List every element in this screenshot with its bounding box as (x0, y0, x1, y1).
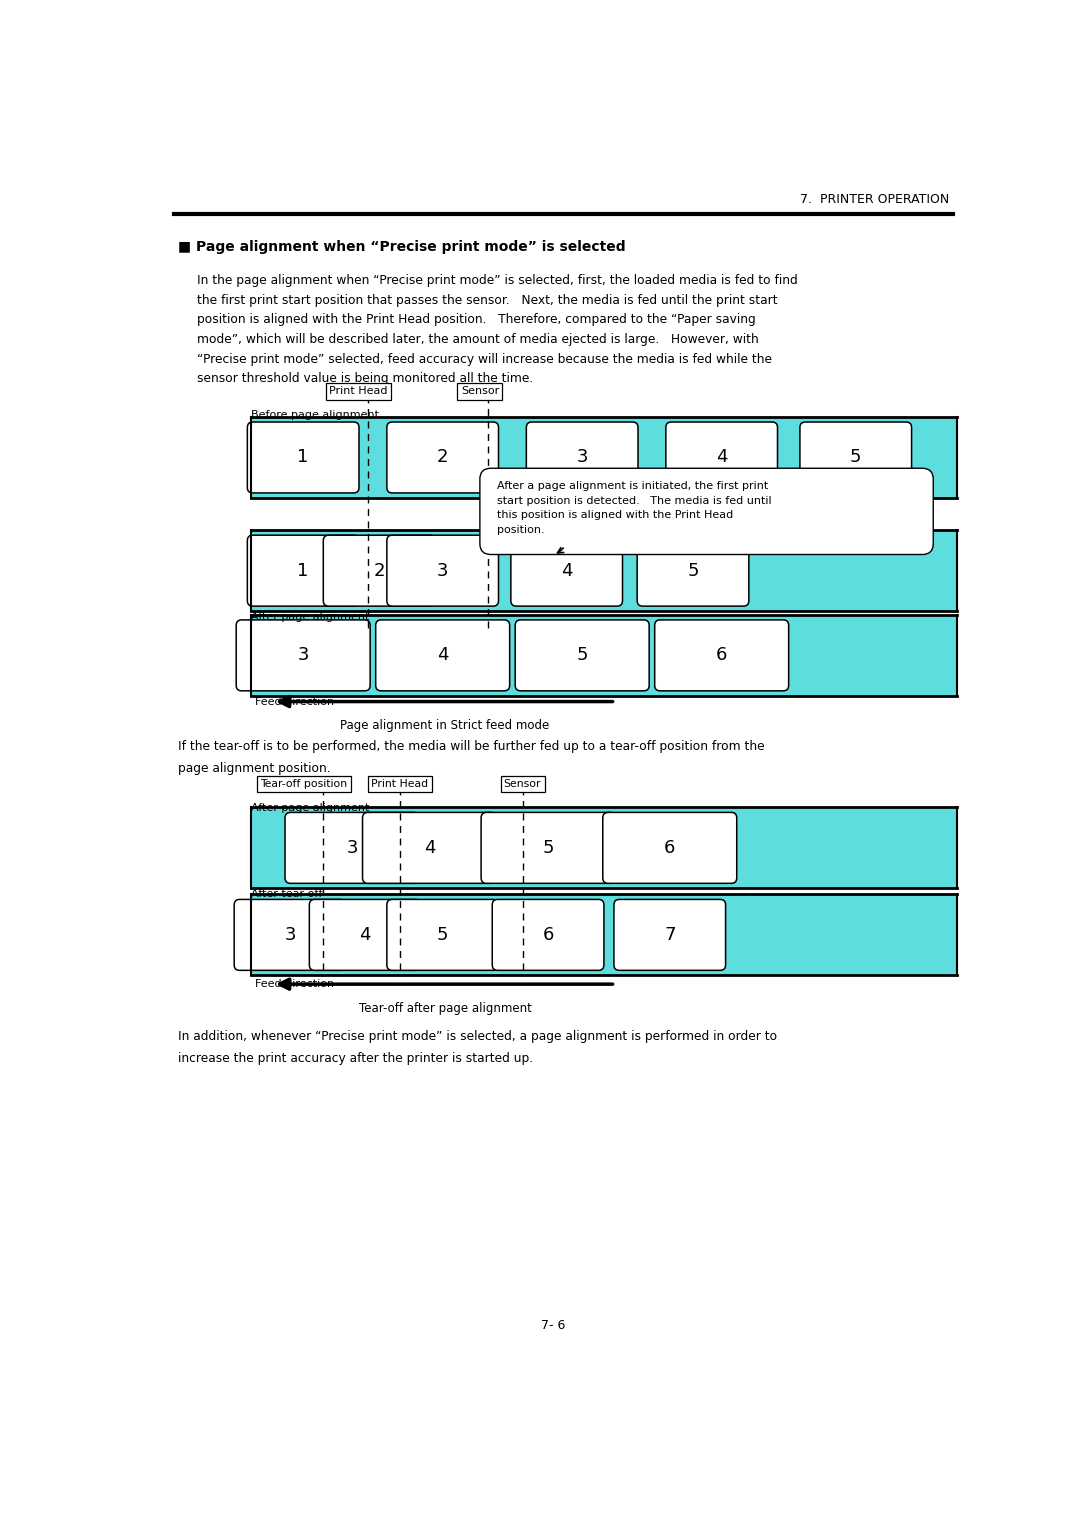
Text: 3: 3 (297, 646, 309, 665)
FancyBboxPatch shape (237, 620, 370, 691)
Text: Print Head: Print Head (329, 387, 388, 396)
Text: In the page alignment when “Precise print mode” is selected, first, the loaded m: In the page alignment when “Precise prin… (197, 274, 798, 287)
FancyBboxPatch shape (387, 422, 499, 494)
FancyBboxPatch shape (387, 900, 499, 970)
Bar (252, 807, 957, 888)
Text: 6: 6 (716, 646, 727, 665)
FancyBboxPatch shape (480, 468, 933, 555)
Text: After page alignment: After page alignment (252, 611, 369, 622)
Text: After page alignment: After page alignment (252, 802, 369, 813)
Text: 6: 6 (542, 926, 554, 944)
Text: 4: 4 (360, 926, 370, 944)
Text: position is aligned with the Print Head position.   Therefore, compared to the “: position is aligned with the Print Head … (197, 313, 756, 327)
Text: 4: 4 (423, 839, 435, 857)
FancyBboxPatch shape (613, 900, 726, 970)
Text: increase the print accuracy after the printer is started up.: increase the print accuracy after the pr… (177, 1051, 532, 1065)
Text: Before page alignment: Before page alignment (252, 410, 379, 420)
Bar (252, 530, 957, 611)
Text: 1: 1 (297, 562, 309, 579)
Text: Page alignment in Strict feed mode: Page alignment in Strict feed mode (340, 720, 550, 732)
FancyBboxPatch shape (481, 813, 615, 883)
FancyBboxPatch shape (637, 535, 748, 607)
FancyBboxPatch shape (387, 535, 499, 607)
Text: Print Head: Print Head (372, 779, 429, 788)
FancyBboxPatch shape (603, 813, 737, 883)
Bar (252, 614, 957, 695)
Text: After a page alignment is initiated, the first print
start position is detected.: After a page alignment is initiated, the… (497, 481, 771, 535)
Bar (252, 894, 957, 975)
Bar (252, 417, 957, 498)
Text: 3: 3 (284, 926, 296, 944)
Text: page alignment position.: page alignment position. (177, 761, 330, 775)
Text: 7- 6: 7- 6 (541, 1319, 566, 1332)
FancyBboxPatch shape (309, 900, 421, 970)
Text: Feed direction: Feed direction (255, 979, 334, 989)
Text: 3: 3 (577, 449, 588, 466)
Text: 2: 2 (437, 449, 448, 466)
Text: 7: 7 (664, 926, 675, 944)
FancyBboxPatch shape (492, 900, 604, 970)
Text: sensor threshold value is being monitored all the time.: sensor threshold value is being monitore… (197, 373, 534, 385)
Text: the first print start position that passes the sensor.   Next, the media is fed : the first print start position that pass… (197, 293, 778, 307)
Text: 7.  PRINTER OPERATION: 7. PRINTER OPERATION (799, 194, 948, 206)
Text: 1: 1 (297, 449, 309, 466)
Text: Feed direction: Feed direction (255, 697, 334, 706)
FancyBboxPatch shape (363, 813, 497, 883)
Text: In addition, whenever “Precise print mode” is selected, a page alignment is perf: In addition, whenever “Precise print mod… (177, 1030, 777, 1044)
Text: If the tear-off is to be performed, the media will be further fed up to a tear-o: If the tear-off is to be performed, the … (177, 740, 765, 753)
Text: 5: 5 (542, 839, 554, 857)
FancyBboxPatch shape (285, 813, 419, 883)
Text: mode”, which will be described later, the amount of media ejected is large.   Ho: mode”, which will be described later, th… (197, 333, 759, 347)
Text: 3: 3 (437, 562, 448, 579)
Text: Sensor: Sensor (503, 779, 541, 788)
Text: 4: 4 (437, 646, 448, 665)
FancyBboxPatch shape (376, 620, 510, 691)
FancyBboxPatch shape (666, 422, 778, 494)
FancyBboxPatch shape (247, 422, 359, 494)
FancyBboxPatch shape (247, 535, 359, 607)
FancyBboxPatch shape (654, 620, 788, 691)
Text: 5: 5 (577, 646, 588, 665)
FancyBboxPatch shape (234, 900, 346, 970)
FancyBboxPatch shape (526, 422, 638, 494)
Text: Tear-off after page alignment: Tear-off after page alignment (359, 1002, 531, 1015)
Text: 5: 5 (437, 926, 448, 944)
Text: “Precise print mode” selected, feed accuracy will increase because the media is : “Precise print mode” selected, feed accu… (197, 353, 772, 365)
Text: 6: 6 (664, 839, 675, 857)
Text: After tear-off: After tear-off (252, 889, 323, 898)
Text: 2: 2 (374, 562, 384, 579)
Text: 5: 5 (850, 449, 862, 466)
Text: 3: 3 (347, 839, 357, 857)
FancyBboxPatch shape (511, 535, 622, 607)
FancyBboxPatch shape (800, 422, 912, 494)
Text: 5: 5 (687, 562, 699, 579)
FancyBboxPatch shape (323, 535, 435, 607)
Text: 4: 4 (561, 562, 572, 579)
Text: ■ Page alignment when “Precise print mode” is selected: ■ Page alignment when “Precise print mod… (177, 240, 625, 254)
FancyBboxPatch shape (515, 620, 649, 691)
Text: 4: 4 (716, 449, 728, 466)
Text: Sensor: Sensor (461, 387, 499, 396)
Text: Tear-off position: Tear-off position (260, 779, 348, 788)
